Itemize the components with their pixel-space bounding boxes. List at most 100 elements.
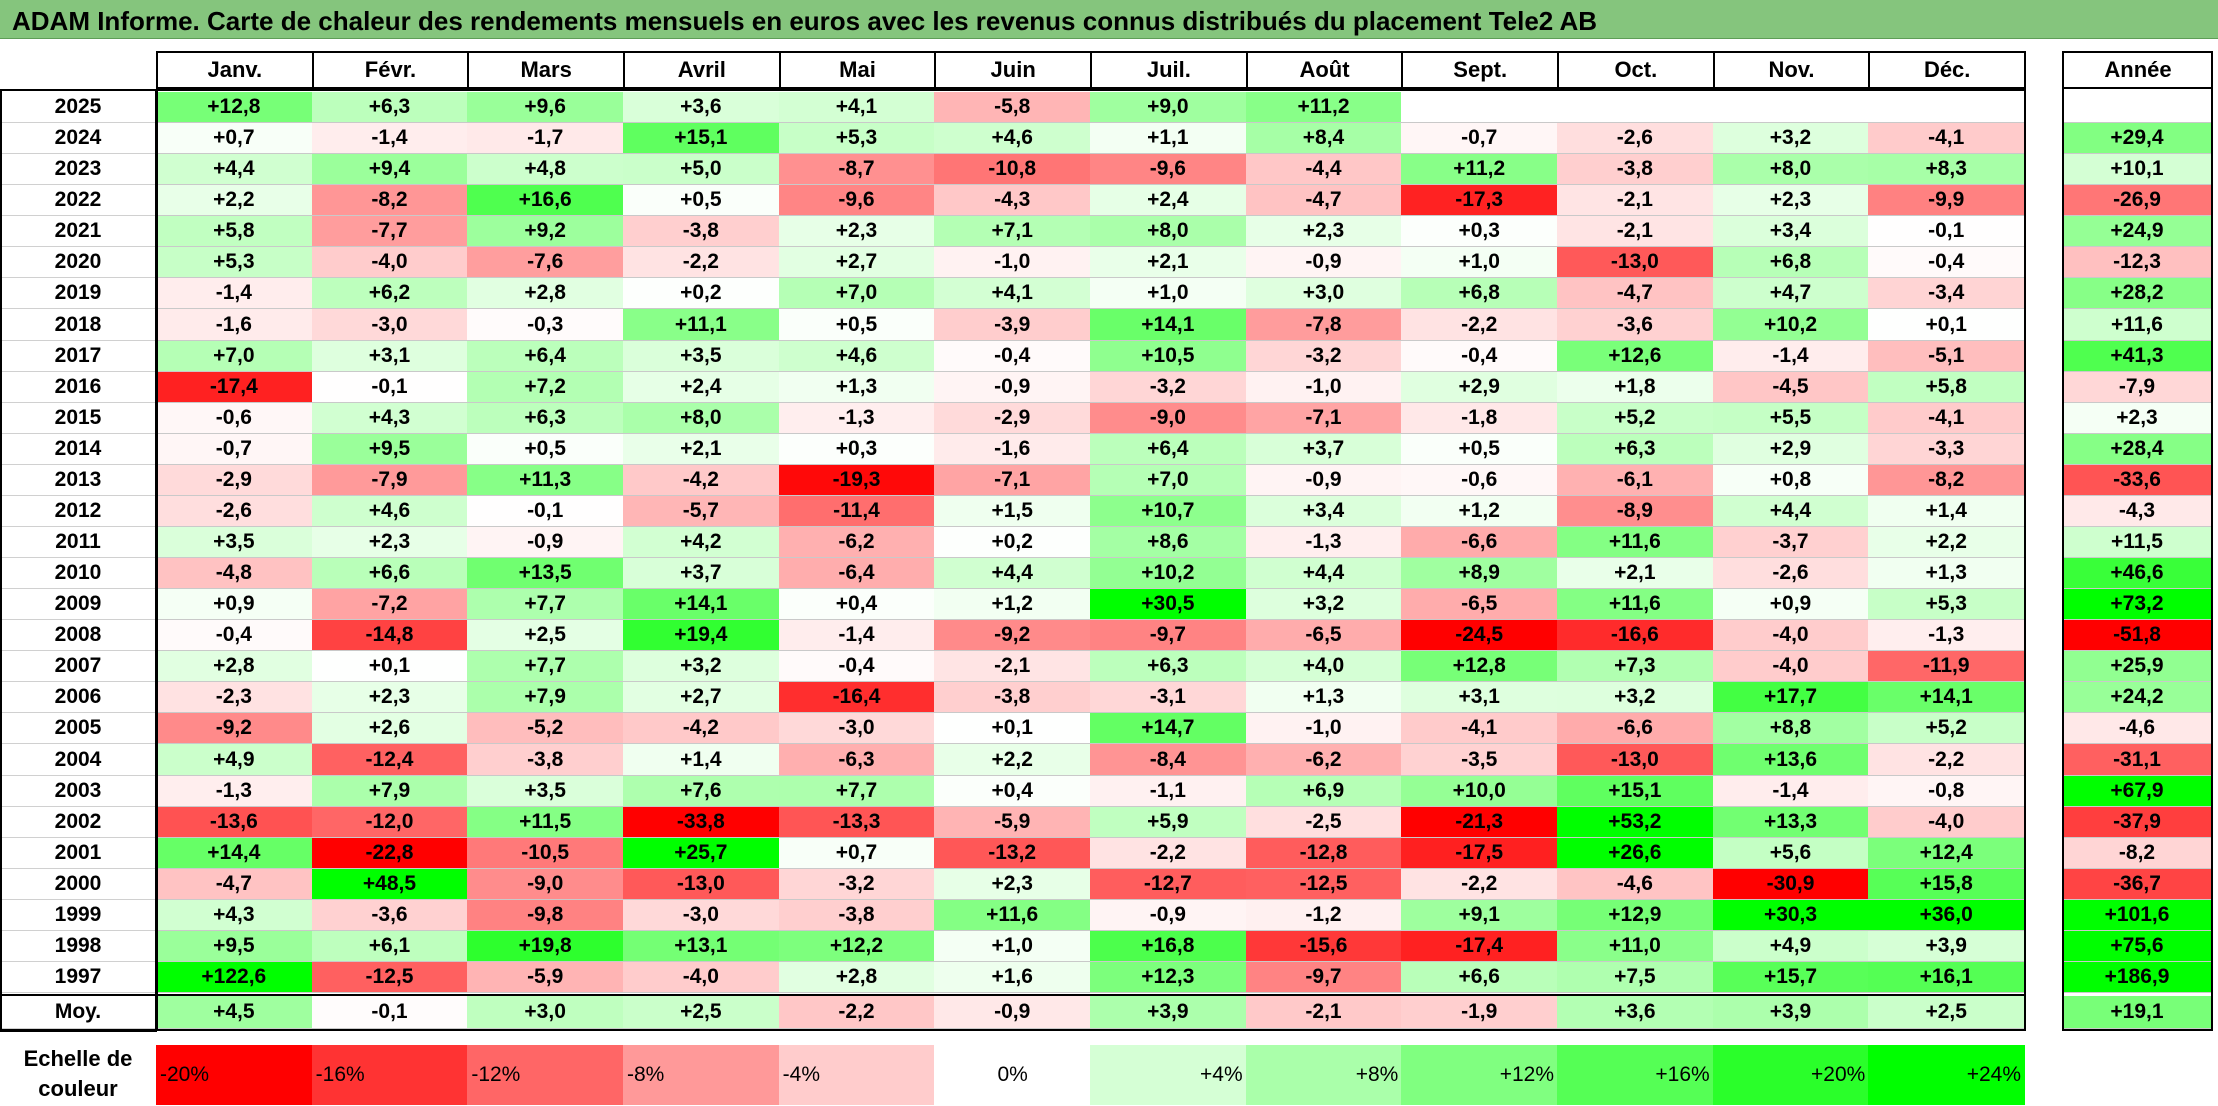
heatmap-cell: -3,8 [778,899,936,931]
average-cell: -0,1 [311,996,469,1029]
annual-cell: +2,3 [2062,402,2213,434]
heatmap-cell: +6,4 [1090,433,1247,465]
heatmap-cell: +11,1 [623,309,780,341]
year-label: 2002 [0,806,156,838]
heatmap-cell: +3,4 [1245,495,1403,527]
heatmap-cell: +9,6 [467,92,624,124]
heatmap-cell: -3,8 [1557,154,1714,186]
heatmap-cell: +0,1 [934,713,1091,745]
annual-cell: +11,5 [2062,526,2213,559]
heatmap-cell: -0,7 [156,433,313,465]
year-label: 2006 [0,682,156,714]
heatmap-cell: +2,7 [623,682,780,714]
heatmap-cell: +6,1 [311,930,469,962]
heatmap-cell: +12,2 [778,930,936,962]
color-scale-stop: -12% [467,1045,624,1105]
heatmap-cell [1557,92,1714,124]
heatmap-cell: +30,5 [1090,589,1247,621]
color-scale-stop: -8% [623,1045,780,1105]
heatmap-cell: +0,9 [1712,589,1870,621]
heatmap-cell: -0,9 [1245,247,1403,279]
month-header: Août [1245,51,1403,89]
heatmap-cell: -8,4 [1090,744,1247,776]
heatmap-cell: -2,6 [1712,558,1870,590]
heatmap-cell: +8,4 [1245,123,1403,155]
heatmap-cell: -12,0 [311,806,469,838]
heatmap-cell: +13,5 [467,558,624,590]
heatmap-cell: +2,4 [623,371,780,403]
heatmap-cell: -8,2 [311,185,469,217]
annual-cell: -4,6 [2062,713,2213,745]
heatmap-cell: +5,3 [778,123,936,155]
heatmap-cell: -16,4 [778,682,936,714]
annual-cell: +46,6 [2062,558,2213,590]
heatmap-cell: -0,4 [778,651,936,683]
heatmap-cell: -0,3 [467,309,624,341]
heatmap-cell: +2,5 [467,620,624,652]
heatmap-cell: +16,6 [467,185,624,217]
heatmap-cell: -9,6 [778,185,936,217]
heatmap-cell: +8,9 [1401,558,1559,590]
heatmap-cell: +7,0 [156,340,313,372]
heatmap-cell: -1,3 [1245,526,1403,559]
heatmap-cell: -5,9 [934,806,1091,838]
heatmap-cell [1868,92,2026,124]
annual-cell: -33,6 [2062,464,2213,496]
annual-cell: +73,2 [2062,589,2213,621]
heatmap-cell: +19,8 [467,930,624,962]
heatmap-cell: +2,3 [778,216,936,248]
heatmap-cell: +5,8 [1868,371,2026,403]
heatmap-cell: +16,8 [1090,930,1247,962]
heatmap-cell: +16,1 [1868,961,2026,994]
heatmap-cell: +11,2 [1401,154,1559,186]
heatmap-cell: -3,6 [1557,309,1714,341]
annual-cell: +67,9 [2062,775,2213,807]
heatmap-cell: +15,1 [1557,775,1714,807]
heatmap-cell: +0,8 [1712,464,1870,496]
heatmap-cell: +5,5 [1712,402,1870,434]
heatmap-cell: -6,2 [778,526,936,559]
heatmap-cell: -14,8 [311,620,469,652]
heatmap-cell: -4,7 [156,868,313,900]
color-scale-stop: +12% [1401,1045,1559,1105]
average-cell: +2,5 [623,996,780,1029]
annual-cell: -8,2 [2062,837,2213,869]
heatmap-cell: +2,2 [934,744,1091,776]
annual-cell: +41,3 [2062,340,2213,372]
heatmap-cell: -2,6 [156,495,313,527]
heatmap-cell: -2,2 [1401,868,1559,900]
heatmap-cell: +3,5 [623,340,780,372]
heatmap-cell: +9,0 [1090,92,1247,124]
year-label: 2003 [0,775,156,807]
heatmap-cell: +3,2 [1712,123,1870,155]
heatmap-cell: +53,2 [1557,806,1714,838]
heatmap-cell: -3,1 [1090,682,1247,714]
heatmap-cell: +36,0 [1868,899,2026,931]
heatmap-cell: +5,3 [156,247,313,279]
heatmap-cell: -0,1 [1868,216,2026,248]
heatmap-cell: -17,3 [1401,185,1559,217]
heatmap-cell: +4,7 [1712,278,1870,310]
heatmap-cell: +2,1 [623,433,780,465]
heatmap-cell: +6,3 [467,402,624,434]
heatmap-cell: +4,9 [1712,930,1870,962]
annual-cell: +75,6 [2062,930,2213,962]
heatmap-cell: -3,8 [934,682,1091,714]
color-scale-label-line2: couleur [38,1076,118,1101]
heatmap-cell: -0,9 [934,371,1091,403]
heatmap-cell: +1,3 [778,371,936,403]
heatmap-cell: -5,9 [467,961,624,994]
heatmap-cell: -9,9 [1868,185,2026,217]
heatmap-cell: -13,0 [623,868,780,900]
heatmap-cell: -0,9 [1245,464,1403,496]
heatmap-cell: +3,2 [623,651,780,683]
heatmap-cell: +48,5 [311,868,469,900]
heatmap-cell: -3,9 [934,309,1091,341]
heatmap-cell: -0,6 [156,402,313,434]
heatmap-cell: -8,9 [1557,495,1714,527]
heatmap-cell: -9,2 [156,713,313,745]
annual-cell: -37,9 [2062,806,2213,838]
heatmap-cell: -5,8 [934,92,1091,124]
heatmap-cell: +3,5 [467,775,624,807]
heatmap-cell: +4,9 [156,744,313,776]
